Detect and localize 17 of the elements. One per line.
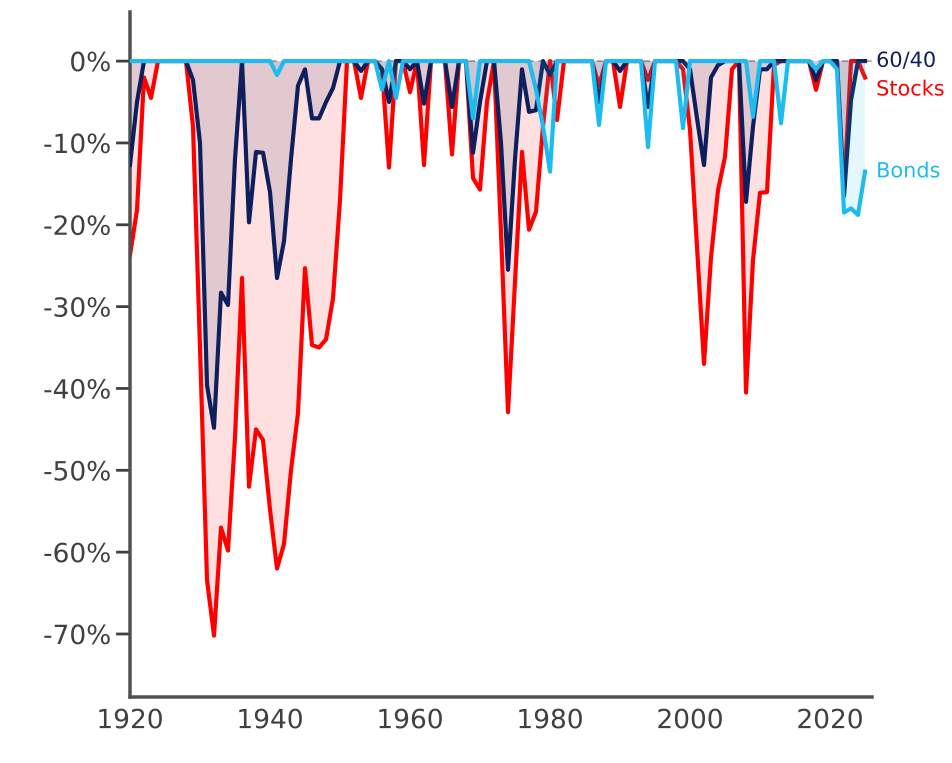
y-tick-label: 0% [71,52,110,72]
y-tick-label: -70% [44,624,110,644]
y-tick-label: -50% [44,460,110,481]
y-tick-label: -30% [44,297,110,318]
series-label: 60/40 [878,51,935,69]
y-tick-label: -20% [44,215,110,236]
x-tick-label: 2020 [798,708,862,729]
series-label: Stocks [877,80,944,96]
series-label: Bonds [878,162,940,178]
x-tick-label: 1920 [99,708,162,729]
y-tick-label: -10% [44,133,110,154]
x-tick-label: 1960 [379,708,442,729]
y-tick-label: -60% [44,542,110,563]
x-tick-label: 1980 [519,708,582,729]
y-tick-label: -40% [44,378,110,399]
x-tick-label: 1940 [239,708,302,729]
x-tick-label: 2000 [658,708,722,729]
